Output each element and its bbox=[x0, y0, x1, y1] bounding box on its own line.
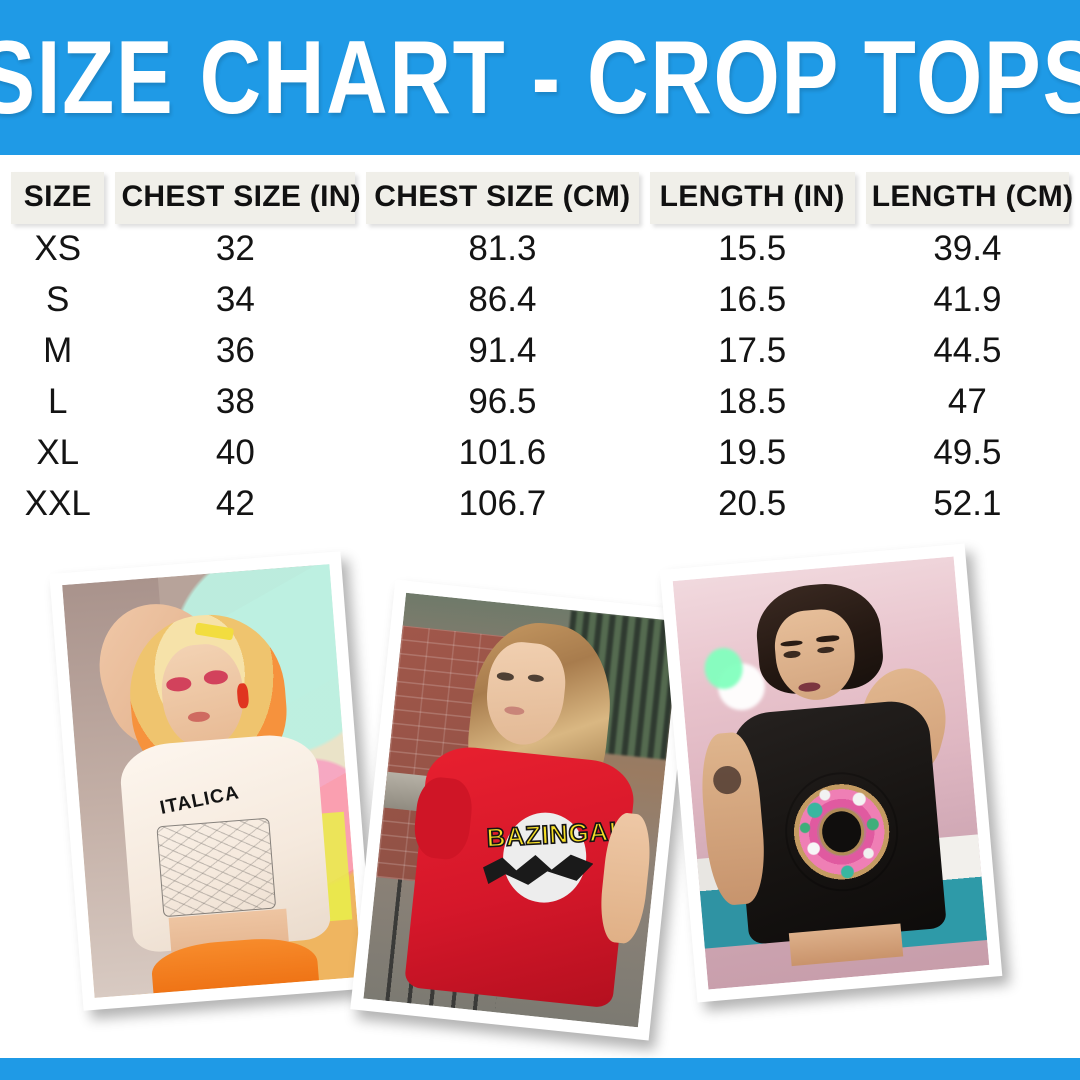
photo-image-italica: ITALICA bbox=[62, 564, 362, 998]
column-header-chest-cm: CHEST SIZE (CM) bbox=[366, 172, 639, 224]
cell-length-in: 19.5 bbox=[718, 433, 787, 472]
cell-length-cm: 47 bbox=[947, 382, 987, 421]
cell-chest-in: 32 bbox=[215, 229, 255, 268]
cell-length-in: 18.5 bbox=[718, 382, 787, 421]
table-row: L 38 96.5 18.5 47 bbox=[11, 377, 1069, 428]
cell-length-in: 15.5 bbox=[718, 229, 787, 268]
photo-image-donut bbox=[672, 556, 990, 990]
cell-chest-in: 40 bbox=[215, 433, 255, 472]
table-row: M 36 91.4 17.5 44.5 bbox=[11, 326, 1069, 377]
cell-chest-in: 34 bbox=[215, 280, 255, 319]
cell-length-cm: 52.1 bbox=[933, 484, 1002, 523]
cell-chest-cm: 101.6 bbox=[458, 433, 547, 472]
table-row: XL 40 101.6 19.5 49.5 bbox=[11, 428, 1069, 479]
cell-length-in: 16.5 bbox=[718, 280, 787, 319]
size-table: SIZE CHEST SIZE (IN) CHEST SIZE (CM) LEN… bbox=[0, 172, 1080, 530]
cell-chest-cm: 86.4 bbox=[468, 280, 537, 319]
size-table-container: SIZE CHEST SIZE (IN) CHEST SIZE (CM) LEN… bbox=[0, 172, 1080, 530]
table-row: XXL 42 106.7 20.5 52.1 bbox=[11, 479, 1069, 530]
table-header-row: SIZE CHEST SIZE (IN) CHEST SIZE (CM) LEN… bbox=[11, 172, 1073, 224]
cell-size: XL bbox=[36, 433, 80, 472]
footer-banner bbox=[0, 1058, 1080, 1080]
product-photo-bazinga[interactable]: BAZINGA! bbox=[350, 579, 694, 1041]
cell-length-cm: 41.9 bbox=[933, 280, 1002, 319]
column-header-size: SIZE bbox=[11, 172, 105, 224]
column-header-chest-in: CHEST SIZE (IN) bbox=[115, 172, 361, 224]
header-banner: SIZE CHART - CROP TOPS bbox=[0, 0, 1080, 155]
product-photo-strip: ITALICA BAZINGA! bbox=[0, 543, 1080, 1048]
table-row: S 34 86.4 16.5 41.9 bbox=[11, 275, 1069, 326]
cell-chest-in: 38 bbox=[215, 382, 255, 421]
table-row: XS 32 81.3 15.5 39.4 bbox=[11, 224, 1069, 275]
cell-length-in: 20.5 bbox=[718, 484, 787, 523]
cell-size: XS bbox=[34, 229, 82, 268]
cell-size: M bbox=[43, 331, 73, 370]
cell-length-in: 17.5 bbox=[718, 331, 787, 370]
cell-chest-cm: 96.5 bbox=[468, 382, 537, 421]
product-photo-donut[interactable] bbox=[659, 543, 1003, 1003]
page-title: SIZE CHART - CROP TOPS bbox=[0, 19, 1080, 136]
cell-chest-cm: 106.7 bbox=[458, 484, 547, 523]
cell-size: S bbox=[46, 280, 70, 319]
cell-size: L bbox=[48, 382, 68, 421]
cell-chest-cm: 81.3 bbox=[468, 229, 537, 268]
photo-image-bazinga: BAZINGA! bbox=[363, 592, 681, 1028]
column-header-length-cm: LENGTH (CM) bbox=[865, 172, 1073, 224]
cell-chest-cm: 91.4 bbox=[468, 331, 537, 370]
cell-length-cm: 49.5 bbox=[933, 433, 1002, 472]
column-header-length-in: LENGTH (IN) bbox=[649, 172, 855, 224]
cell-length-cm: 44.5 bbox=[933, 331, 1002, 370]
shirt-line-art-graphic bbox=[156, 818, 276, 918]
cell-chest-in: 42 bbox=[215, 484, 255, 523]
cell-chest-in: 36 bbox=[215, 331, 255, 370]
cell-size: XXL bbox=[24, 484, 91, 523]
product-photo-italica[interactable]: ITALICA bbox=[49, 551, 375, 1011]
cell-length-cm: 39.4 bbox=[933, 229, 1002, 268]
